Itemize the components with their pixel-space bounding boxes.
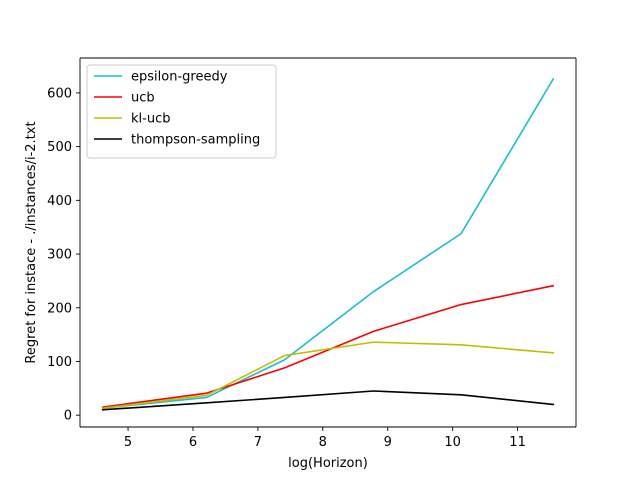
series-line-thompson-sampling [101, 390, 555, 411]
series-line-kl-ucb [101, 341, 555, 410]
legend-label-kl-ucb: kl-ucb [131, 112, 170, 127]
legend-box [86, 64, 277, 159]
x-tick-label: 11 [509, 435, 526, 450]
y-tick-label: 500 [47, 140, 72, 155]
legend-label-thompson-sampling: thompson-sampling [131, 133, 260, 148]
legend: epsilon-greedy ucb kl-ucb thompson-sampling [86, 64, 277, 159]
x-tick-label: 7 [254, 435, 262, 450]
series-lines [101, 77, 555, 411]
x-tick-label: 5 [124, 435, 132, 450]
y-tick-label: 400 [47, 194, 72, 209]
legend-label-epsilon-greedy: epsilon-greedy [131, 70, 228, 85]
x-tick-label: 8 [319, 435, 327, 450]
x-tick-label: 6 [189, 435, 197, 450]
x-tick-label: 10 [444, 435, 461, 450]
y-tick-label: 300 [47, 248, 72, 263]
series-line-epsilon-greedy [101, 77, 555, 410]
y-tick-label: 600 [47, 86, 72, 101]
y-tick-label: 0 [64, 409, 72, 424]
y-tick-label: 200 [47, 301, 72, 316]
axes: 5 6 7 8 9 10 11 0 100 200 300 400 500 600 [47, 57, 577, 450]
x-axis-title: log(Horizon) [288, 456, 368, 471]
x-tick-label: 9 [384, 435, 392, 450]
y-axis-title: Regret for instace - ./instances/i-2.txt [24, 121, 39, 363]
legend-label-ucb: ucb [131, 91, 155, 106]
y-tick-label: 100 [47, 355, 72, 370]
